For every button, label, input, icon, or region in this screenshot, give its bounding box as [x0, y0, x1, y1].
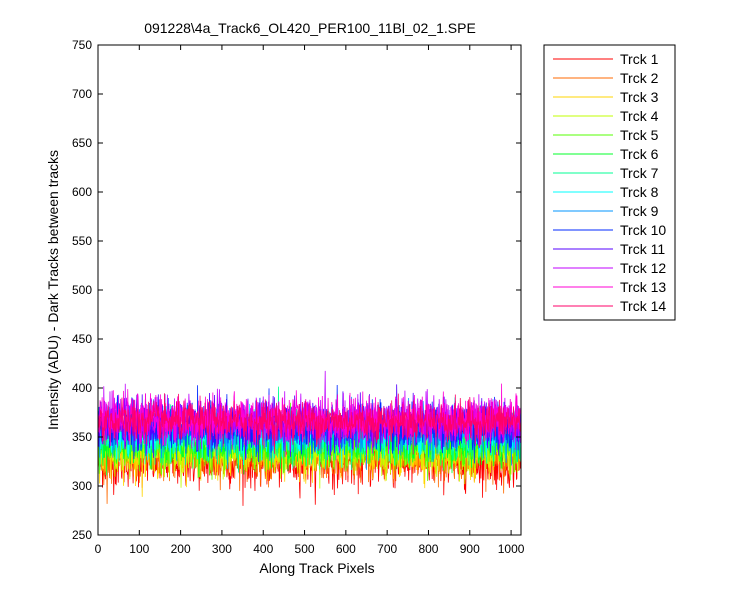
- y-tick-label: 550: [72, 234, 92, 248]
- y-tick-label: 750: [72, 38, 92, 52]
- x-tick-label: 400: [253, 542, 273, 556]
- plot-series: [98, 370, 522, 506]
- legend-item: Trck 14: [553, 298, 666, 314]
- legend-label: Trck 2: [620, 70, 659, 86]
- legend-item: Trck 8: [553, 184, 659, 200]
- y-tick-label: 350: [72, 430, 92, 444]
- legend-label: Trck 3: [620, 89, 659, 105]
- x-tick-label: 600: [336, 542, 356, 556]
- legend-item: Trck 10: [553, 222, 666, 238]
- legend-item: Trck 3: [553, 89, 659, 105]
- legend-item: Trck 4: [553, 108, 659, 124]
- legend-item: Trck 12: [553, 260, 666, 276]
- y-tick-label: 250: [72, 528, 92, 542]
- y-tick-label: 450: [72, 332, 92, 346]
- legend-label: Trck 11: [620, 241, 665, 257]
- legend-label: Trck 12: [620, 260, 666, 276]
- legend-label: Trck 10: [620, 222, 666, 238]
- x-tick-label: 700: [377, 542, 397, 556]
- legend-label: Trck 1: [620, 51, 659, 67]
- x-axis-ticks: 0 100 200 300 400 500 600 700 800 900 1000: [95, 45, 525, 556]
- legend: Trck 1 Trck 2 Trck 3 Trck 4 Trck 5 Trck 6 Trck…: [543, 44, 676, 321]
- legend-label: Trck 6: [620, 146, 659, 162]
- legend-item: Trck 11: [553, 241, 665, 257]
- x-tick-label: 900: [460, 542, 480, 556]
- x-tick-label: 500: [295, 542, 315, 556]
- y-tick-label: 700: [72, 87, 92, 101]
- legend-item: Trck 13: [553, 279, 666, 295]
- y-axis-label: Intensity (ADU) - Dark Tracks between tr…: [45, 150, 61, 430]
- legend-label: Trck 9: [620, 203, 659, 219]
- y-tick-label: 500: [72, 283, 92, 297]
- legend-item: Trck 2: [553, 70, 659, 86]
- x-tick-label: 1000: [498, 542, 525, 556]
- x-tick-label: 200: [171, 542, 191, 556]
- legend-item: Trck 1: [553, 51, 659, 67]
- chart-title: 091228\4a_Track6_OL420_PER100_11Bl_02_1.…: [144, 20, 476, 36]
- y-tick-label: 400: [72, 381, 92, 395]
- legend-item: Trck 5: [553, 127, 659, 143]
- legend-item: Trck 9: [553, 203, 659, 219]
- y-tick-label: 600: [72, 185, 92, 199]
- x-tick-label: 100: [129, 542, 149, 556]
- y-tick-label: 300: [72, 479, 92, 493]
- y-axis-ticks: 250 300 350 400 450 500 550 600 650 700 750: [72, 38, 521, 542]
- legend-label: Trck 4: [620, 108, 659, 124]
- x-tick-label: 300: [212, 542, 232, 556]
- legend-item: Trck 6: [553, 146, 659, 162]
- x-tick-label: 0: [95, 542, 102, 556]
- x-axis-label: Along Track Pixels: [259, 560, 374, 576]
- legend-label: Trck 8: [620, 184, 659, 200]
- legend-item: Trck 7: [553, 165, 659, 181]
- legend-label: Trck 13: [620, 279, 666, 295]
- y-tick-label: 650: [72, 136, 92, 150]
- series-line-14: [98, 393, 522, 455]
- legend-box: [543, 44, 676, 321]
- legend-label: Trck 14: [620, 298, 666, 314]
- legend-label: Trck 7: [620, 165, 659, 181]
- legend-label: Trck 5: [620, 127, 659, 143]
- x-tick-label: 800: [418, 542, 438, 556]
